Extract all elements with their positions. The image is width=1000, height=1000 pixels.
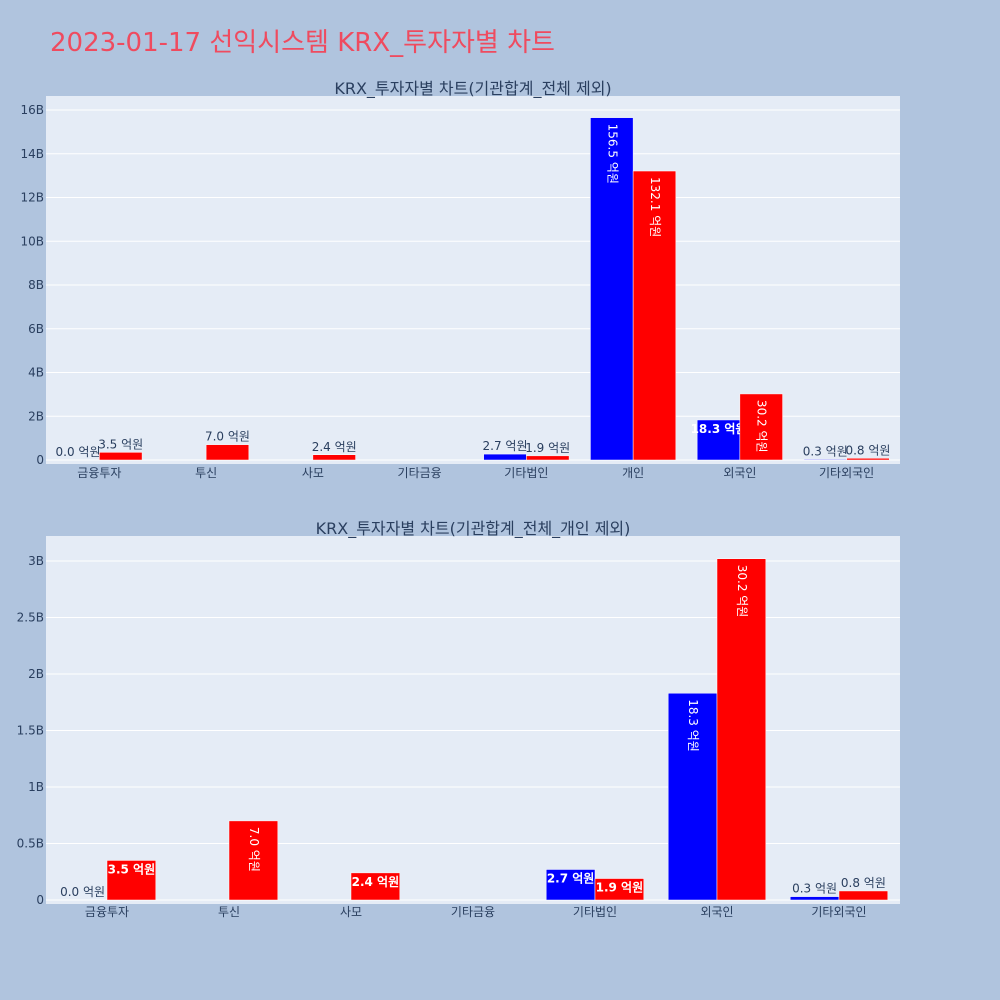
y-tick-label: 0.5B: [17, 837, 44, 851]
sell-bar: [739, 393, 783, 461]
buy-bar: [696, 419, 741, 461]
sell-bar: [312, 454, 356, 461]
data-label: 0.8 억원: [845, 443, 890, 457]
sell-bar: [838, 890, 889, 901]
data-label: 0.0 억원: [60, 885, 105, 899]
y-tick-label: 0: [36, 893, 44, 907]
chart-title: KRX_투자자별 차트(기관합계_전체_개인 제외): [316, 519, 631, 539]
x-tick-label: 기타법인: [573, 905, 617, 919]
buy-bar: [667, 692, 718, 901]
buy-bar: [483, 453, 527, 461]
y-tick-label: 12B: [20, 191, 44, 205]
buy-bar: [789, 896, 840, 901]
data-label: 1.9 억원: [525, 441, 570, 455]
data-label: 2.4 억원: [352, 875, 400, 889]
y-tick-label: 1B: [28, 780, 44, 794]
data-label: 30.2 억원: [755, 400, 769, 453]
sell-bar: [99, 452, 143, 461]
y-tick-label: 8B: [28, 278, 44, 292]
x-tick-label: 금융투자: [85, 905, 129, 919]
plot-area: [46, 536, 900, 904]
y-tick-label: 2.5B: [17, 611, 44, 625]
x-tick-label: 기타법인: [504, 466, 548, 480]
x-tick-label: 기타외국인: [819, 466, 874, 480]
data-label: 18.3 억원: [686, 699, 700, 752]
data-label: 2.4 억원: [312, 440, 357, 454]
data-label: 0.3 억원: [792, 882, 837, 896]
data-label: 7.0 억원: [247, 827, 261, 872]
x-tick-label: 투신: [195, 466, 217, 480]
buy-bar: [803, 459, 847, 461]
sell-bar: [228, 820, 279, 901]
sell-bar: [716, 558, 767, 901]
y-tick-label: 1.5B: [17, 724, 44, 738]
data-label: 18.3 억원: [691, 422, 747, 436]
x-tick-label: 기타금융: [451, 905, 495, 919]
x-tick-label: 외국인: [723, 466, 756, 480]
sell-bar: [594, 878, 645, 901]
data-label: 1.9 억원: [596, 881, 644, 895]
y-tick-label: 0: [36, 453, 44, 467]
data-label: 3.5 억원: [108, 862, 156, 876]
chart-1: KRX_투자자별 차트(기관합계_전체 제외) 0 2B 4B 6B 8B 10B 12B 14…: [20, 79, 900, 480]
data-label: 2.7 억원: [483, 439, 528, 453]
y-tick-label: 16B: [20, 103, 44, 117]
buy-bar: [545, 869, 596, 901]
data-label: 0.0 억원: [56, 445, 101, 459]
data-label: 0.3 억원: [803, 444, 848, 458]
x-tick-label: 사모: [340, 905, 362, 919]
x-tick-label: 기타금융: [398, 466, 442, 480]
x-tick-label: 개인: [622, 466, 644, 480]
sell-bar: [205, 444, 250, 461]
y-tick-label: 10B: [20, 234, 44, 248]
sell-bar: [846, 458, 890, 461]
y-tick-label: 2B: [28, 409, 44, 423]
y-tick-label: 4B: [28, 366, 44, 380]
page-title: 2023-01-17 선익시스템 KRX_투자자별 차트: [50, 28, 555, 58]
x-tick-label: 투신: [218, 905, 240, 919]
buy-bar: [590, 117, 634, 461]
y-tick-label: 6B: [28, 322, 44, 336]
x-tick-label: 사모: [302, 466, 324, 480]
x-tick-label: 금융투자: [77, 466, 121, 480]
chart-title: KRX_투자자별 차트(기관합계_전체 제외): [334, 79, 611, 99]
sell-bar: [350, 872, 401, 901]
sell-bar: [632, 170, 677, 461]
sell-bar: [526, 455, 570, 461]
chart-2: KRX_투자자별 차트(기관합계_전체_개인 제외) 0 0.5B 1B 1.5B 2B 2…: [17, 519, 900, 919]
data-label: 156.5 억원: [605, 124, 619, 184]
y-tick-label: 3B: [28, 554, 44, 568]
x-tick-label: 외국인: [700, 905, 733, 919]
data-label: 7.0 억원: [205, 430, 250, 444]
data-label: 0.8 억원: [841, 876, 886, 890]
sell-bar: [106, 860, 157, 901]
y-tick-label: 14B: [20, 147, 44, 161]
x-tick-label: 기타외국인: [811, 905, 866, 919]
data-label: 132.1 억원: [648, 177, 662, 237]
data-label: 3.5 억원: [98, 437, 143, 451]
data-label: 2.7 억원: [547, 871, 595, 885]
y-tick-label: 2B: [28, 667, 44, 681]
data-label: 30.2 억원: [735, 565, 749, 618]
